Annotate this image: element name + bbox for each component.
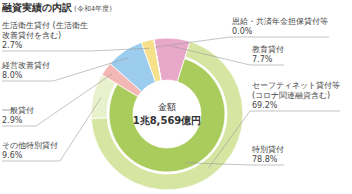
category-label: セーフティネット貸付等(コロナ関連融資含む) (252, 81, 340, 100)
category-label-line: 生活衛生貸付 (生活衛生 (2, 21, 88, 30)
leader-line (185, 163, 284, 165)
labels: 教育貸付7.7% 特別貸付78.8% セーフティネット貸付等(コロナ関連融資含む)6… (1, 17, 340, 168)
leader-line (209, 111, 340, 168)
category-label-line: 改善貸付を含む) (2, 31, 61, 40)
value-label: 2.9% (2, 116, 23, 125)
value-label: 69.2% (252, 101, 278, 110)
value-label: 78.8% (252, 155, 278, 164)
value-label: 2.7% (2, 41, 23, 50)
title: 融資実績の内訳 (2, 2, 73, 14)
category-label-line: 一般貸付 (2, 106, 34, 115)
leader-line (155, 37, 329, 47)
category-label: その他特別貸付 (2, 141, 58, 150)
category-label: 経営改善貸付 (1, 61, 50, 70)
value-label: 9.6% (2, 151, 23, 160)
category-label: 教育貸付 (252, 45, 284, 54)
slice (154, 39, 161, 80)
category-label-line: 恩給・共済年金担保貸付等 (231, 17, 328, 26)
sub-slice (91, 75, 116, 119)
leader-line (172, 46, 284, 65)
value-label: 7.7% (252, 55, 273, 64)
leader-line (2, 48, 150, 51)
leader-line (2, 98, 101, 161)
slices (91, 38, 243, 190)
category-label-line: 経営改善貸付 (1, 61, 50, 70)
sub-slice (91, 42, 243, 190)
slice (141, 39, 161, 82)
category-label: 恩給・共済年金担保貸付等 (231, 17, 328, 26)
leader-line (2, 74, 112, 126)
chart: 融資実績の内訳(令和4年度) 金額 1兆8,569億円 教育貸付7.7% 特別貸付78.… (0, 0, 352, 194)
category-label: 一般貸付 (2, 106, 34, 115)
category-label: 特別貸付 (252, 145, 284, 154)
category-label-line: 教育貸付 (252, 45, 284, 54)
leader-line (2, 58, 129, 81)
center-value: 1兆8,569億円 (133, 115, 202, 126)
category-label-line: 特別貸付 (252, 145, 284, 154)
category-label: 生活衛生貸付 (生活衛生改善貸付を含む) (2, 21, 88, 40)
category-label-line: その他特別貸付 (2, 141, 58, 150)
subtitle: (令和4年度) (74, 5, 112, 13)
center-label: 金額 (158, 102, 176, 112)
category-label-line: (コロナ関連融資含む) (252, 91, 330, 100)
value-label: 8.0% (2, 71, 23, 80)
value-label: 0.0% (232, 27, 253, 36)
category-label-line: セーフティネット貸付等 (252, 81, 340, 90)
